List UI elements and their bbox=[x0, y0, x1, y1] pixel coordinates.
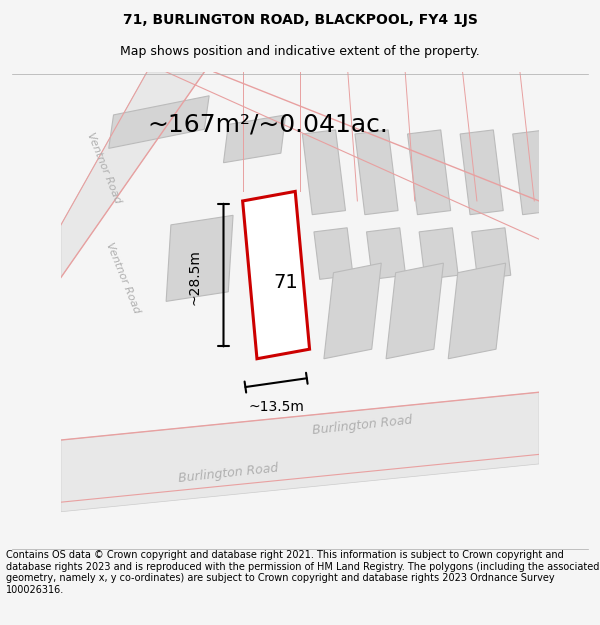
Text: Map shows position and indicative extent of the property.: Map shows position and indicative extent… bbox=[120, 45, 480, 58]
Polygon shape bbox=[61, 72, 205, 278]
Text: 71: 71 bbox=[273, 272, 298, 292]
Polygon shape bbox=[61, 392, 539, 512]
Polygon shape bbox=[472, 228, 511, 279]
Text: ~167m²/~0.041ac.: ~167m²/~0.041ac. bbox=[147, 112, 388, 136]
Polygon shape bbox=[314, 228, 353, 279]
Polygon shape bbox=[419, 228, 458, 279]
Text: Ventnor Road: Ventnor Road bbox=[104, 241, 142, 314]
Polygon shape bbox=[109, 96, 209, 148]
Text: Burlington Road: Burlington Road bbox=[178, 462, 279, 485]
Polygon shape bbox=[223, 115, 286, 162]
Polygon shape bbox=[355, 130, 398, 214]
Polygon shape bbox=[407, 130, 451, 214]
Polygon shape bbox=[302, 130, 346, 214]
Text: 71, BURLINGTON ROAD, BLACKPOOL, FY4 1JS: 71, BURLINGTON ROAD, BLACKPOOL, FY4 1JS bbox=[122, 13, 478, 27]
Polygon shape bbox=[367, 228, 406, 279]
Text: ~28.5m: ~28.5m bbox=[188, 249, 202, 306]
Polygon shape bbox=[448, 263, 506, 359]
Text: Ventnor Road: Ventnor Road bbox=[85, 131, 123, 204]
Text: Burlington Road: Burlington Road bbox=[311, 414, 413, 437]
Polygon shape bbox=[460, 130, 503, 214]
Polygon shape bbox=[166, 215, 233, 301]
Polygon shape bbox=[242, 191, 310, 359]
Text: Contains OS data © Crown copyright and database right 2021. This information is : Contains OS data © Crown copyright and d… bbox=[6, 550, 599, 595]
Polygon shape bbox=[386, 263, 443, 359]
Polygon shape bbox=[324, 263, 381, 359]
Text: ~13.5m: ~13.5m bbox=[248, 399, 304, 414]
Polygon shape bbox=[513, 130, 556, 214]
